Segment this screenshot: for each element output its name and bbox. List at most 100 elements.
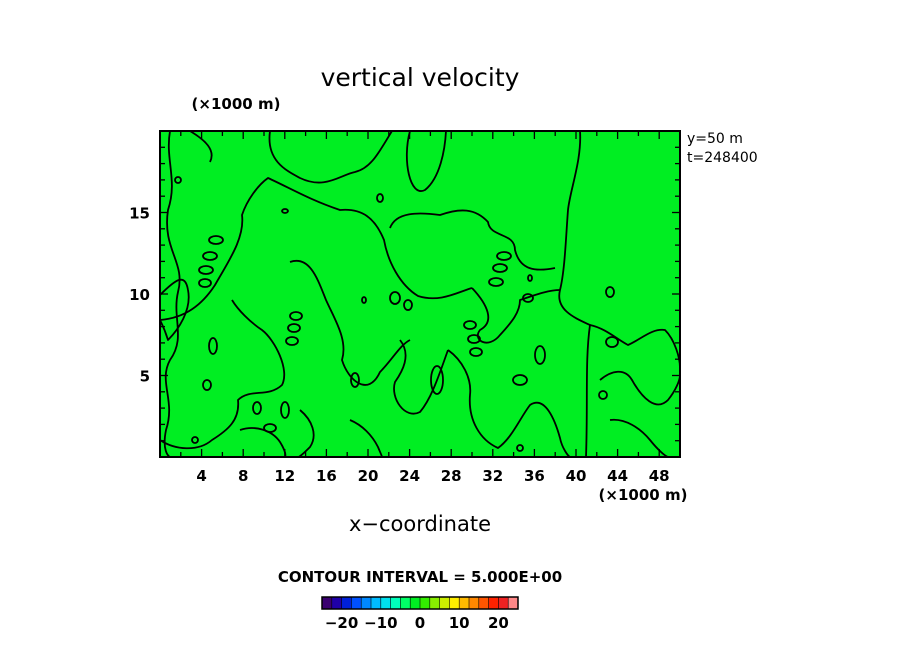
colorbar-tick-label: 10 [449, 614, 470, 632]
plot-area [160, 131, 680, 457]
x-tick-label: 40 [566, 467, 587, 485]
colorbar-swatch [420, 597, 431, 609]
chart-title: vertical velocity [321, 63, 520, 92]
x-axis-tick-labels: 4 8 12 16 20 24 28 32 36 40 44 48 [196, 467, 669, 485]
x-tick-label: 24 [399, 467, 420, 485]
contour-line [589, 324, 680, 369]
y-tick-label: 15 [129, 205, 150, 223]
contour-loop [496, 251, 512, 261]
contour-line [268, 131, 393, 184]
contour-loop [467, 334, 481, 344]
colorbar-swatch [341, 597, 352, 609]
contour-loop [527, 274, 533, 282]
colorbar-tick-label: −20 [325, 614, 358, 632]
contour-loop [198, 278, 212, 288]
x-tick-label: 32 [482, 467, 503, 485]
contour-loop [202, 251, 218, 261]
contour-loop [252, 401, 262, 415]
x-tick-label: 48 [649, 467, 670, 485]
contour-loop [280, 401, 290, 419]
contour-loop [389, 291, 401, 305]
contour-line [405, 131, 447, 192]
contour-loop [263, 423, 277, 433]
x-tick-label: 44 [607, 467, 628, 485]
contour-line [599, 370, 680, 406]
colorbar-swatch [322, 597, 333, 609]
x-axis-unit: (×1000 m) [599, 486, 688, 504]
y-axis-tick-labels: 5 10 15 [129, 205, 150, 386]
colorbar-swatch [478, 597, 490, 609]
colorbar-swatch [498, 597, 509, 609]
contour-loop [208, 337, 218, 355]
contour-loop [289, 311, 303, 321]
colorbar-swatch [380, 597, 392, 609]
x-tick-label: 8 [238, 467, 248, 485]
x-tick-label: 4 [196, 467, 206, 485]
contour-interval-label: CONTOUR INTERVAL = 5.000E+00 [278, 568, 562, 586]
contour-line [393, 339, 449, 415]
contour-loop [281, 208, 289, 214]
contour-loop [469, 347, 483, 357]
colorbar-swatch [469, 597, 480, 609]
contour-loop [492, 263, 508, 273]
contour-line [609, 418, 669, 457]
colorbar-swatch [371, 597, 382, 609]
colorbar-swatch [390, 597, 401, 609]
contour-line [289, 259, 411, 386]
contour-line [349, 419, 383, 457]
colorbar-swatch [331, 597, 343, 609]
colorbar-swatch [429, 597, 441, 609]
contour-loop [403, 299, 413, 311]
contour-loop [198, 265, 214, 275]
colorbar-frame [321, 596, 519, 610]
colorbar-swatch [459, 597, 470, 609]
contour-loop [202, 379, 212, 391]
contour-loop [376, 193, 384, 203]
contour-loop [605, 286, 615, 298]
contour-loop [287, 323, 301, 333]
y-position-annotation: y=50 m [687, 131, 743, 147]
contour-loop [605, 336, 619, 348]
colorbar-swatch [449, 597, 460, 609]
contour-line [189, 131, 213, 163]
contour-loop [522, 293, 534, 303]
colorbar-tick-label: 0 [415, 614, 425, 632]
x-tick-label: 20 [358, 467, 379, 485]
contour-loop [191, 436, 199, 444]
contour-loop [463, 320, 477, 330]
contour-loop [488, 277, 504, 287]
colorbar-swatch [439, 597, 450, 609]
colorbar-swatch [351, 597, 362, 609]
contour-loop [174, 176, 182, 184]
y-tick-label: 10 [129, 286, 150, 304]
colorbar-labels: −20 −10 0 10 20 [325, 614, 509, 632]
colorbar-tick-label: −10 [364, 614, 397, 632]
contour-line [160, 177, 473, 321]
contour-loop [534, 345, 546, 365]
x-tick-label: 28 [441, 467, 462, 485]
x-axis-ticks [180, 131, 681, 457]
colorbar-swatch [488, 597, 499, 609]
colorbar [322, 597, 519, 609]
colorbar-tick-label: 20 [488, 614, 509, 632]
contour-loop [208, 235, 224, 245]
colorbar-swatch [508, 597, 519, 609]
contour-loop [361, 296, 367, 304]
contour-loop [285, 336, 299, 346]
time-annotation: t=248400 [687, 150, 758, 166]
y-axis-ticks [160, 146, 680, 442]
contour-loop [598, 390, 608, 400]
y-axis-unit: (×1000 m) [192, 95, 281, 113]
colorbar-swatch [400, 597, 411, 609]
x-tick-label: 12 [274, 467, 295, 485]
contour-loop [516, 444, 524, 452]
x-axis-label: x−coordinate [349, 512, 491, 536]
contour-line [389, 209, 556, 271]
colorbar-swatch [361, 597, 372, 609]
contour-lines [160, 131, 680, 457]
y-tick-label: 5 [140, 368, 150, 386]
x-tick-label: 36 [524, 467, 545, 485]
contour-line [163, 131, 181, 457]
